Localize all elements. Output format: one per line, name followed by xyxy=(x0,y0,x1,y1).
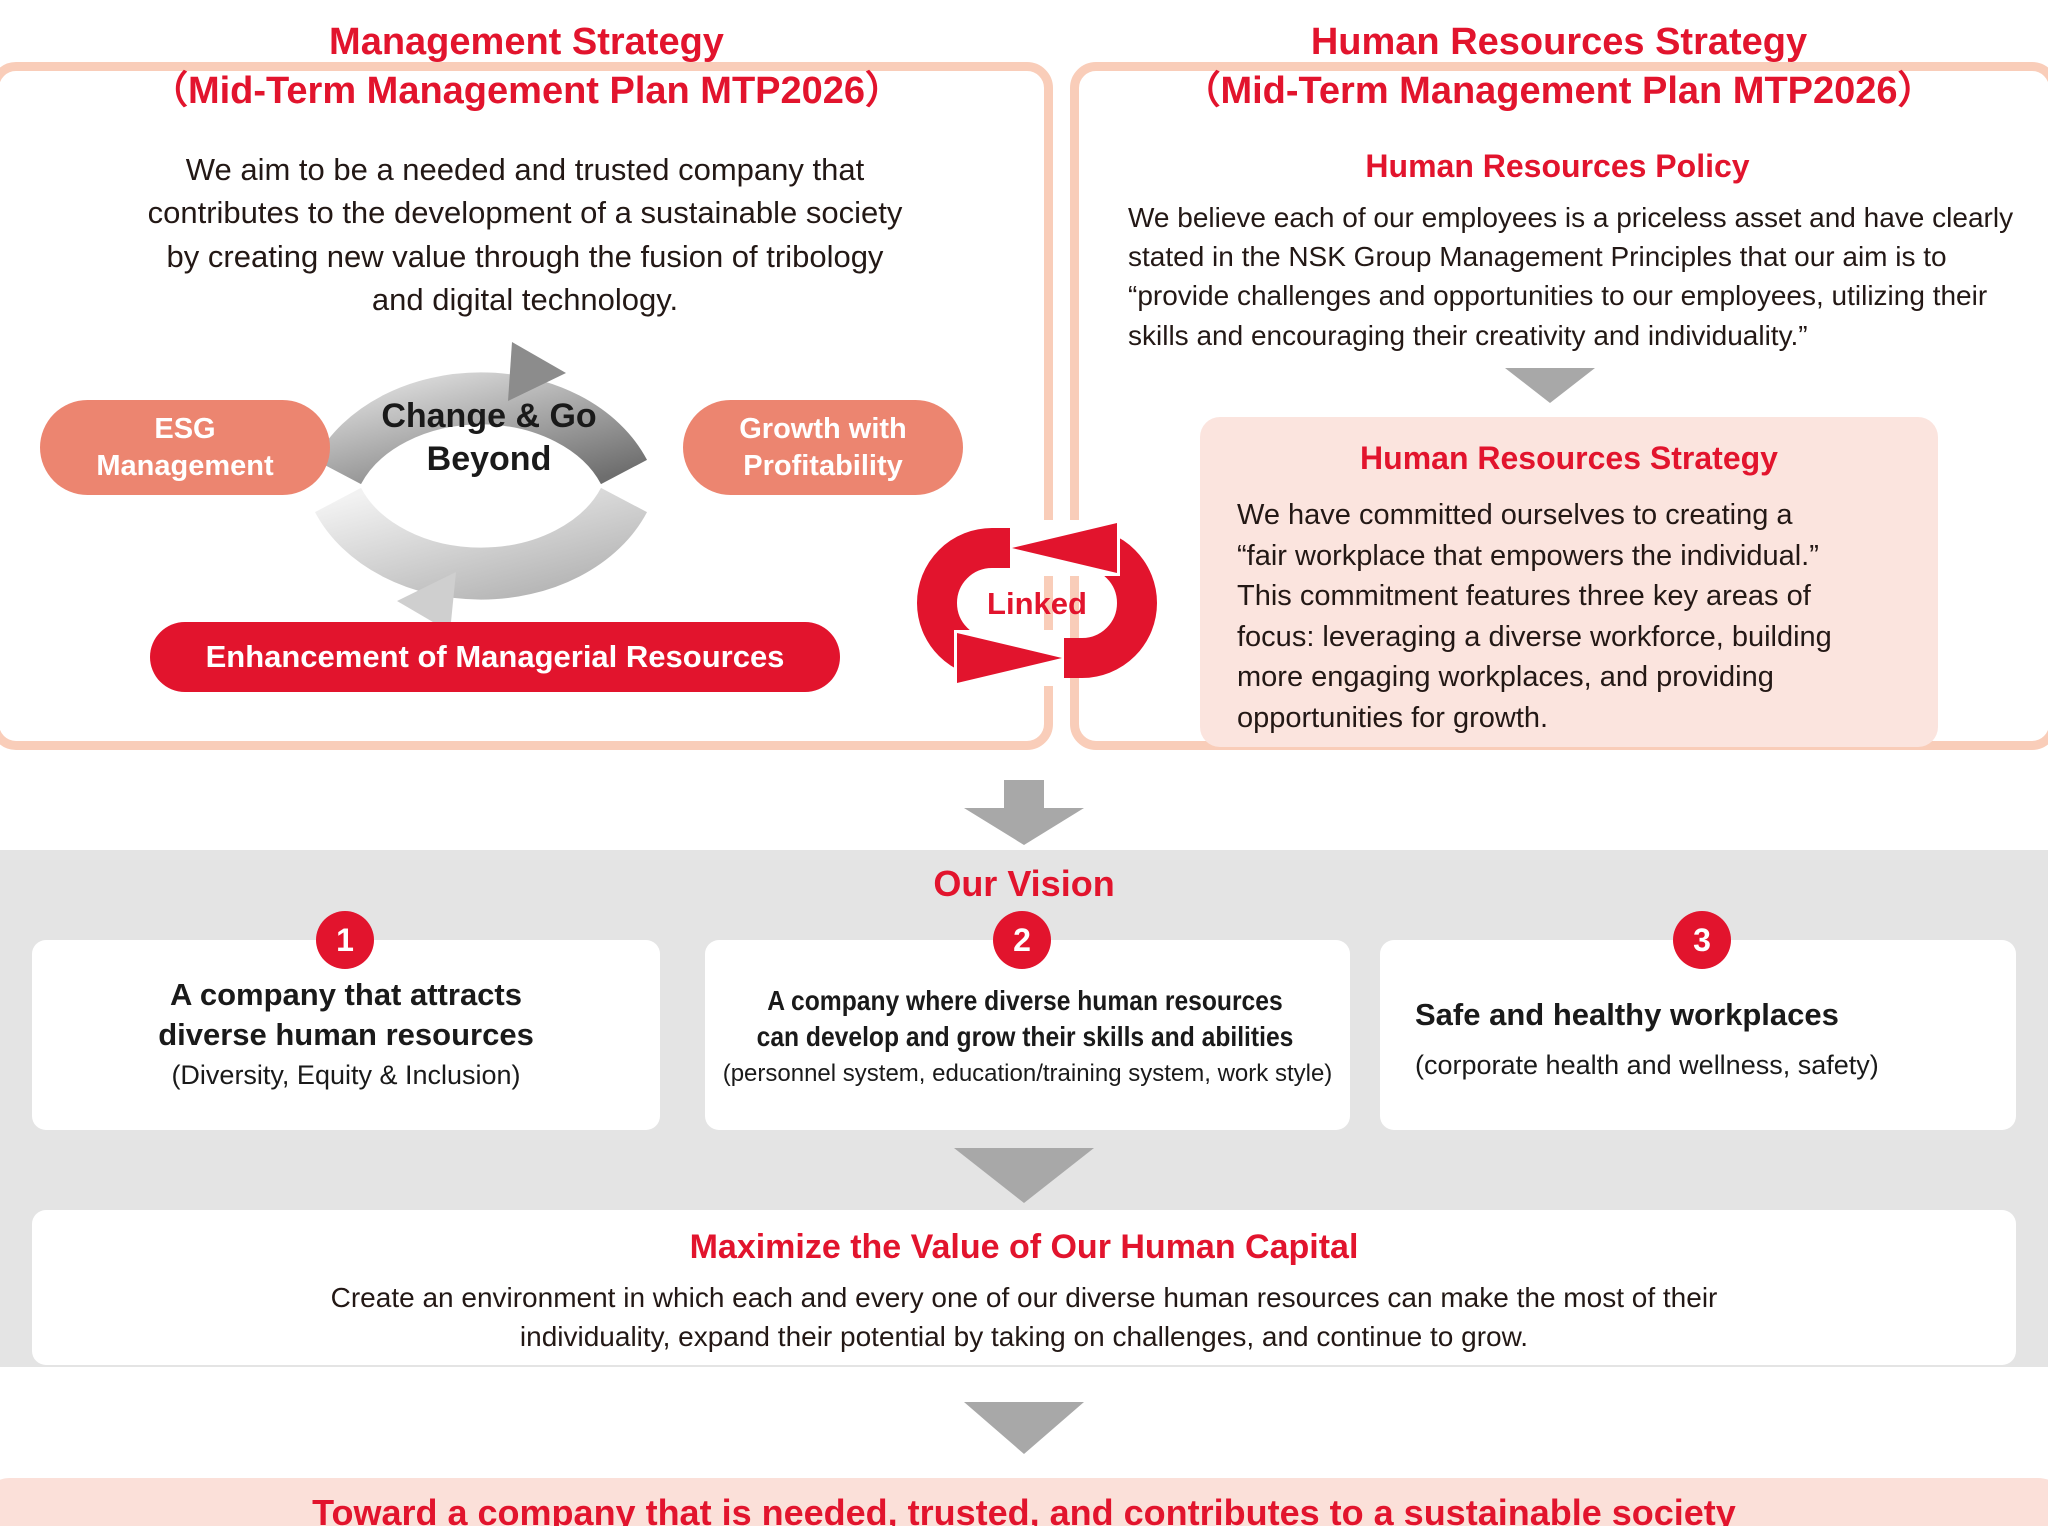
svg-text:Linked: Linked xyxy=(987,586,1087,621)
